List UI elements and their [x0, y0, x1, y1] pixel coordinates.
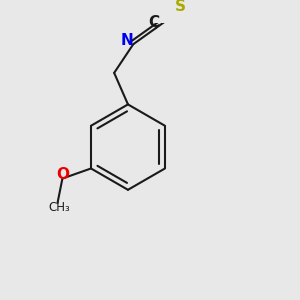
Text: C: C — [149, 15, 160, 30]
Text: O: O — [56, 167, 69, 182]
Text: CH₃: CH₃ — [48, 201, 70, 214]
Text: N: N — [121, 33, 134, 48]
Text: S: S — [175, 0, 186, 14]
